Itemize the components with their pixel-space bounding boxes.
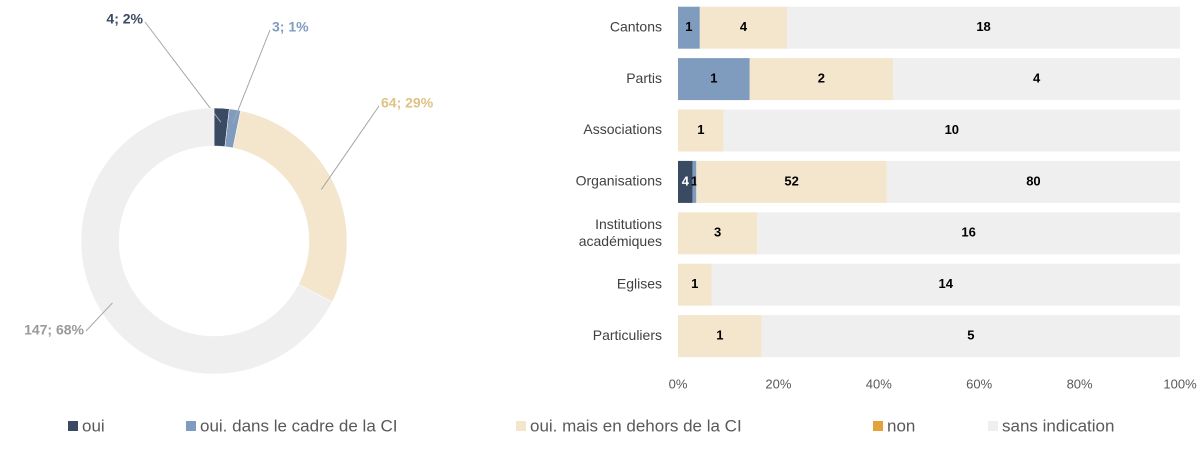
y-tick-label: Cantons [610,18,662,34]
bar-segment [757,212,1180,255]
legend-label: oui [82,416,105,435]
data-label: 1 [691,173,698,188]
leader-line [85,302,113,332]
bar-segment [749,58,894,101]
bar-segment [678,212,758,255]
bar-segment [699,6,788,49]
x-tick-label: 0% [669,376,688,391]
bar-segment [678,6,700,49]
bar-segment [886,160,1180,203]
data-label: 3; 1% [272,19,309,35]
y-tick-label: Organisations [576,173,662,189]
data-label: 80 [1026,173,1040,188]
bar-segment [678,160,693,203]
bar-segment [723,109,1180,152]
data-label: 16 [961,225,975,240]
y-tick-label: Institutions académiques [579,216,662,249]
legend-label: oui. dans le cadre de la CI [200,416,398,435]
bar-segment [696,160,887,203]
bar-segment [678,315,762,358]
legend-swatch [68,421,78,431]
x-tick-label: 100% [1163,376,1197,391]
x-tick-label: 60% [966,376,992,391]
bar-segment [893,58,1180,101]
x-tick-label: 40% [866,376,892,391]
data-label: 52 [784,173,798,188]
donut-slice [232,110,348,303]
data-label: 14 [938,276,953,291]
data-label: 64; 29% [381,95,434,111]
data-label: 147; 68% [24,322,84,338]
y-tick-label: Partis [626,70,662,86]
data-label: 5 [967,328,974,343]
leader-line [144,21,222,123]
bar-segment [678,109,724,152]
data-label: 3 [714,225,721,240]
bar-segment [761,315,1180,358]
bar-segment [692,160,697,203]
leader-line [320,105,380,190]
leader-line [232,29,271,124]
bar-segment [678,263,712,306]
data-label: 1 [685,19,692,34]
data-label: 1 [710,71,717,86]
data-label: 4 [682,173,690,188]
legend-label: non [887,416,915,435]
data-label: 4; 2% [106,11,143,27]
bar-segment [787,6,1180,49]
x-tick-label: 80% [1067,376,1093,391]
data-label: 4 [1033,71,1041,86]
data-label: 1 [716,328,723,343]
data-label: 1 [697,122,704,137]
donut-slice [80,107,333,375]
x-tick-label: 20% [765,376,791,391]
data-label: 1 [691,276,698,291]
data-label: 18 [976,19,990,34]
legend-swatch [873,421,883,431]
legend-label: sans indication [1002,416,1114,435]
data-label: 2 [818,71,825,86]
y-tick-label: Associations [583,121,662,137]
data-label: 4 [740,19,748,34]
legend-label: oui. mais en dehors de la CI [530,416,742,435]
bar-segment [711,263,1180,306]
legend-swatch [988,421,998,431]
legend-swatch [516,421,526,431]
bar-segment [678,58,750,101]
y-tick-label: Particuliers [593,327,662,343]
y-tick-label: Eglises [617,275,662,291]
data-label: 10 [945,122,959,137]
legend-swatch [186,421,196,431]
